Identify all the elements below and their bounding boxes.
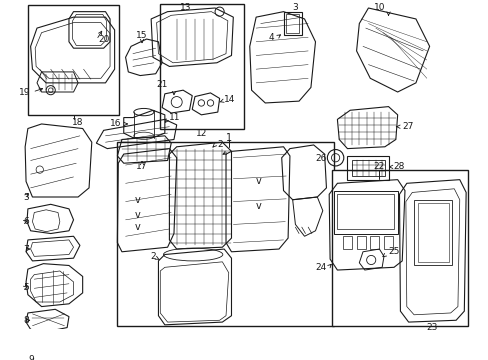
Text: 6: 6 <box>23 217 29 226</box>
Text: 20: 20 <box>98 35 109 44</box>
Text: 4: 4 <box>268 33 274 42</box>
Text: 22: 22 <box>373 162 384 171</box>
Text: 2: 2 <box>217 140 223 149</box>
Text: 21: 21 <box>156 80 167 89</box>
Text: 14: 14 <box>224 95 235 104</box>
Polygon shape <box>331 170 467 326</box>
Text: 15: 15 <box>136 31 147 40</box>
Text: 26: 26 <box>314 154 326 163</box>
Text: 25: 25 <box>388 247 399 256</box>
Text: 28: 28 <box>392 162 404 171</box>
Text: 23: 23 <box>426 323 437 332</box>
Text: 3: 3 <box>23 193 29 202</box>
Text: 19: 19 <box>19 87 31 96</box>
Polygon shape <box>117 142 333 326</box>
Text: 11: 11 <box>169 113 181 122</box>
Text: 12: 12 <box>195 129 206 138</box>
Text: 27: 27 <box>402 122 413 131</box>
Text: v: v <box>256 176 261 186</box>
Text: 24: 24 <box>315 263 326 272</box>
Polygon shape <box>160 4 244 129</box>
Text: 3: 3 <box>292 4 298 13</box>
Text: v: v <box>134 210 140 220</box>
Text: 16: 16 <box>110 120 122 129</box>
Text: v: v <box>256 201 261 211</box>
Text: 8: 8 <box>23 316 29 325</box>
Text: 1: 1 <box>225 132 231 143</box>
Text: 10: 10 <box>373 4 385 13</box>
Text: v: v <box>134 195 140 205</box>
Polygon shape <box>28 5 119 115</box>
Text: 5: 5 <box>23 283 29 292</box>
Text: v: v <box>134 222 140 232</box>
Text: 9: 9 <box>28 355 34 360</box>
Text: 18: 18 <box>72 118 83 127</box>
Text: 13: 13 <box>180 4 191 13</box>
Text: 2: 2 <box>150 252 155 261</box>
Text: 7: 7 <box>23 244 29 253</box>
Text: 17: 17 <box>136 162 147 171</box>
